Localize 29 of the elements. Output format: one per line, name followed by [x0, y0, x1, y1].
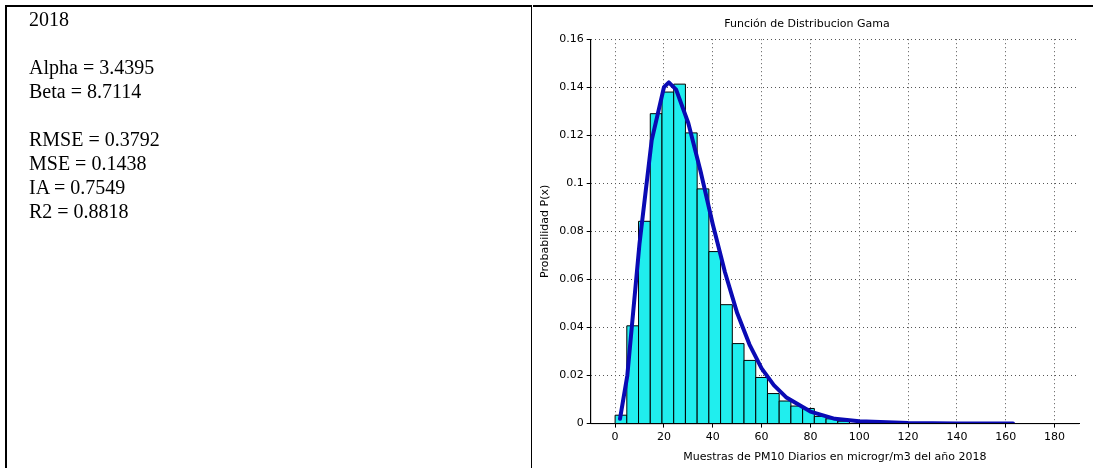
- x-tick-label: 20: [656, 430, 671, 444]
- y-tick-label: 0.14: [559, 80, 584, 94]
- text: RMSE = 0.3792: [29, 127, 161, 151]
- text: Alpha = 3.4395: [29, 55, 156, 79]
- y-tick-label: 0.06: [559, 272, 584, 286]
- y-tick-label: 0.04: [559, 320, 584, 334]
- x-tick-label: 80: [803, 430, 818, 444]
- x-tick-label: 120: [897, 430, 919, 444]
- x-tick-label: 40: [705, 430, 720, 444]
- y-tick-label: 0.02: [559, 368, 584, 382]
- y-axis-title: Probabilidad P(x): [538, 184, 552, 279]
- x-tick-label: 180: [1044, 430, 1066, 444]
- text: Beta = 8.7114: [29, 79, 143, 103]
- x-tick-label: 60: [754, 430, 769, 444]
- chart-title: Función de Distribucion Gama: [724, 17, 890, 31]
- text: R2 = 0.8818: [29, 199, 130, 223]
- x-tick-label: 100: [848, 430, 870, 444]
- text: 2018: [29, 7, 70, 31]
- x-tick-label: 140: [946, 430, 968, 444]
- y-tick-label: 0.12: [559, 128, 584, 142]
- y-tick-label: 0: [576, 416, 584, 430]
- y-tick-label: 0.08: [559, 224, 584, 238]
- y-tick-label: 0.16: [559, 32, 584, 46]
- x-tick-label: 0: [611, 430, 619, 444]
- y-tick-label: 0.1: [566, 176, 584, 190]
- x-axis-title: Muestras de PM10 Diarios en microgr/m3 del año 2018: [683, 450, 987, 464]
- text: IA = 0.7549: [29, 175, 127, 199]
- text: MSE = 0.1438: [29, 151, 148, 175]
- x-tick-label: 160: [995, 430, 1017, 444]
